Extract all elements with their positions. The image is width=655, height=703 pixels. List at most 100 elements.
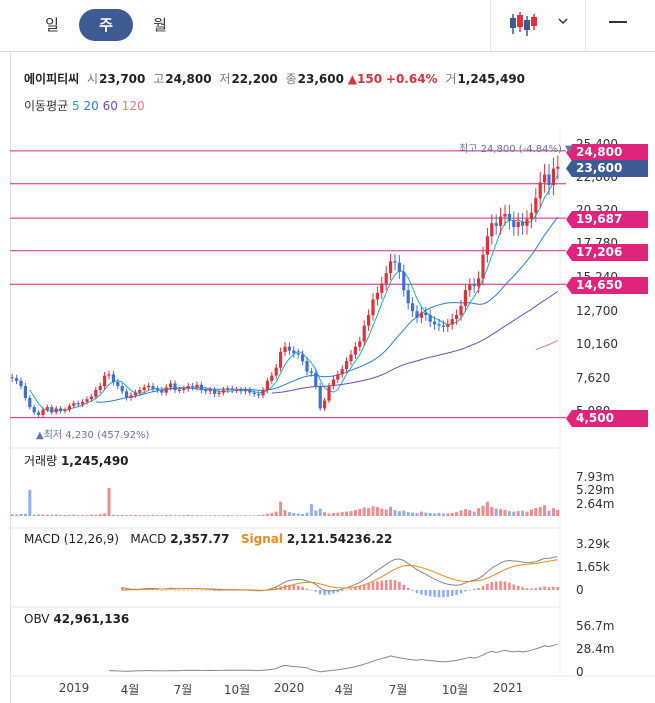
candle-body [164,387,168,393]
volume-bar [160,515,164,516]
chevron-down-icon[interactable] [556,14,570,28]
candle-body [507,214,511,221]
candle-body [182,388,186,390]
volume-bar [490,507,494,516]
candle-body [155,388,159,390]
moving-average-legend[interactable]: 이동평균 5 20 60 120 [24,97,145,114]
toolbar-divider [585,0,586,50]
macd-tick: 0 [576,583,584,597]
macd-histogram-bar [437,590,441,598]
macd-histogram-bar [525,588,529,590]
candle-body [433,321,437,325]
volume-bar [173,515,177,516]
obv-panel-label: OBV 42,961,136 [24,612,130,626]
macd-histogram-bar [556,587,560,590]
volume-bar [41,514,45,516]
volume-bar [551,508,555,516]
candle-body [309,371,313,373]
volume-bar [252,515,256,516]
volume-bar [221,515,225,516]
volume-bar [406,512,410,516]
tab-monthly[interactable]: 월 [153,16,167,34]
volume-bar [177,515,181,516]
tab-daily[interactable]: 일 [45,16,59,34]
volume-bar [477,508,481,516]
macd-histogram-bar [402,584,406,590]
macd-histogram-bar [481,586,485,590]
volume-bar [164,515,168,516]
candle-body [547,174,551,185]
volume-value: 1,245,490 [457,72,526,86]
candle-body [314,372,318,386]
candle-body [402,271,406,291]
candle-body [450,319,454,325]
candle-body [318,386,322,409]
max-price-label: 최고 24,800 (-4.84%) ▼ [459,144,573,155]
volume-bar [274,511,278,516]
macd-histogram-bar [195,589,199,591]
macd-histogram-bar [547,587,551,590]
volume-bar [336,512,340,516]
candle-body [345,361,349,369]
macd-histogram-bar [433,590,436,597]
macd-histogram-bar [538,587,542,590]
volume-bar [155,515,159,516]
macd-histogram-bar [208,590,212,591]
macd-histogram-bar [398,581,401,590]
menu-icon[interactable] [609,21,627,23]
volume-bar [116,514,120,516]
macd-panel-label: MACD (12,26,9) MACD 2,357.77 Signal 2,12… [24,532,393,546]
macd-histogram-bar [468,589,472,591]
volume-bar [191,515,195,516]
macd-histogram-bar [420,590,423,595]
volume-bar [534,508,538,516]
macd-histogram-bar [327,590,331,595]
macd-histogram-bar [310,589,313,591]
candle-body [265,380,269,390]
price-tick: 10,160 [576,337,618,351]
candlestick-chart-type-icon[interactable] [508,10,538,38]
volume-bar [23,513,27,516]
ma-legend-title: 이동평균 [24,99,69,113]
volume-bar [243,515,247,516]
macd-histogram-bar [552,586,555,590]
volume-bar [230,515,234,516]
candle-body [551,168,555,185]
macd-histogram-bar [173,589,177,591]
volume-bar [353,510,357,516]
candle-body [529,212,533,220]
macd-tick: 1.65k [576,560,610,574]
candle-body [367,315,371,326]
macd-histogram-bar [182,590,186,591]
volume-bar [292,513,296,516]
candle-body [323,400,327,409]
macd-histogram-bar [380,580,384,590]
candle-body [437,324,441,326]
macd-histogram-bar [200,590,203,591]
current-price-tag: 23,600 [566,160,648,177]
volume-bar [481,505,485,516]
candle-body [19,380,23,387]
candle-body [459,305,463,316]
macd-histogram-bar [459,590,463,594]
volume-tick: 7.93m [576,470,615,484]
candle-body [441,325,445,327]
candle-body [257,394,261,396]
tab-weekly[interactable]: 주 [79,9,133,41]
volume-bar [450,513,454,516]
candle-body [98,386,102,390]
candle-body [556,166,560,169]
candle-body [103,375,107,387]
open-price: 23,700 [99,72,146,86]
volume-bar [455,512,459,516]
candle-body [485,236,489,255]
volume-bar [301,514,305,516]
candle-body [94,390,98,397]
candle-body [226,388,230,390]
macd-histogram-bar [305,588,309,590]
price-change-pct: +0.64% [385,72,438,86]
candle-body [358,341,362,347]
macd-signal-line [122,559,558,591]
candle-body [243,390,247,392]
